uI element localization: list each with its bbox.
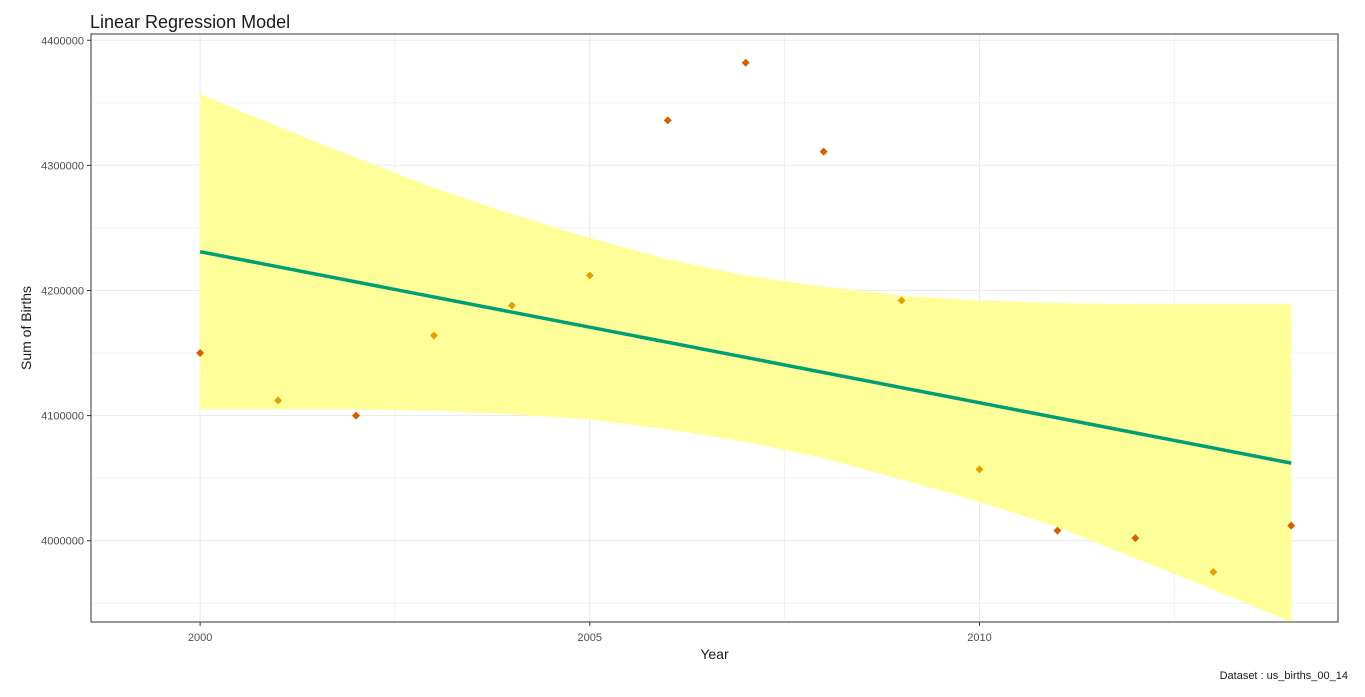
y-tick-label: 4200000 [41,285,84,297]
data-point [585,271,594,280]
data-point [741,58,750,67]
data-point [1287,521,1296,530]
regression-line [199,249,1292,465]
y-tick-label: 4300000 [41,160,84,172]
data-point [429,331,438,340]
data-point [975,465,984,474]
data-point [274,396,283,405]
x-tick-label: 2010 [967,632,991,644]
data-point [819,147,828,156]
regression-line-group [199,249,1292,465]
x-tick-label: 2000 [188,632,212,644]
chart-caption: Dataset : us_births_00_14 [1219,670,1348,682]
x-axis-title: Year [700,646,729,662]
data-point [1131,534,1140,543]
x-axis-ticks: 2000 2005 2010 [188,622,992,644]
data-point [196,349,205,358]
y-tick-label: 4100000 [41,411,84,423]
plot-panel-border [90,33,1339,623]
y-axis-title: Sum of Births [18,286,34,370]
data-point [897,296,906,305]
data-point [507,301,516,310]
y-axis-ticks: 4000000 4100000 4200000 4300000 4400000 [41,35,91,548]
data-points [196,58,1296,576]
data-point [1053,526,1062,535]
y-tick-label: 4000000 [41,536,84,548]
x-tick-label: 2005 [578,632,602,644]
data-point [1209,567,1218,576]
y-tick-label: 4400000 [41,35,84,47]
data-point [663,116,672,125]
data-point [351,411,360,420]
chart-title: Linear Regression Model [90,12,291,32]
